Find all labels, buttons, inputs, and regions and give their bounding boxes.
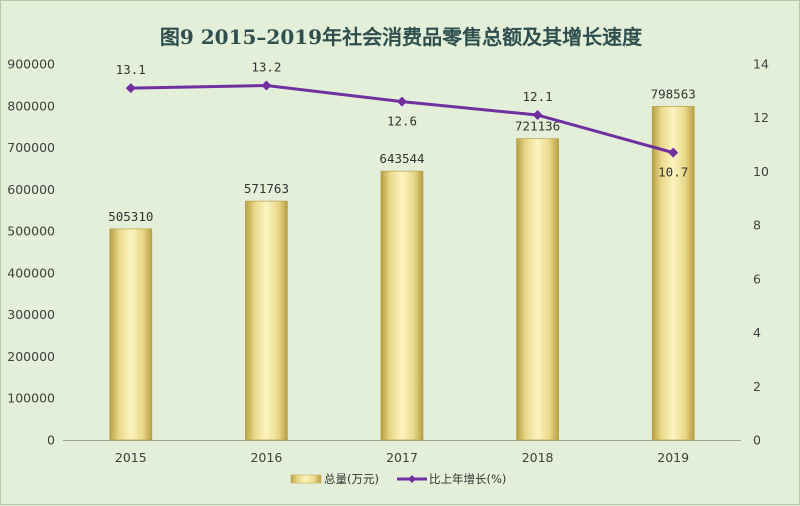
growth-marker xyxy=(125,83,136,94)
bar xyxy=(109,228,153,441)
x-tick-label: 2018 xyxy=(522,450,554,465)
line-series xyxy=(125,80,679,158)
right-tick-label: 4 xyxy=(753,325,761,340)
bar xyxy=(516,138,559,441)
left-tick-label: 200000 xyxy=(7,349,55,364)
left-axis: 0 100000 200000 300000 400000 500000 600000 700… xyxy=(7,57,55,448)
legend-line-marker xyxy=(408,475,416,483)
left-tick-label: 100000 xyxy=(7,391,55,406)
x-tick-label: 2015 xyxy=(115,450,147,465)
right-tick-label: 14 xyxy=(753,57,769,72)
bar-value-label: 643544 xyxy=(379,151,424,166)
left-tick-label: 0 xyxy=(47,433,55,448)
growth-marker xyxy=(397,96,407,107)
bar-value-label: 721136 xyxy=(515,119,560,134)
left-tick-label: 900000 xyxy=(7,57,55,72)
growth-value-label: 12.1 xyxy=(523,89,553,104)
bar-labels: 505310 571763 643544 721136 798563 xyxy=(108,86,696,224)
legend-bar-swatch xyxy=(290,474,322,484)
x-tick-label: 2016 xyxy=(250,450,282,465)
growth-marker xyxy=(532,110,543,121)
legend-line-label: 比上年增长(%) xyxy=(429,472,506,486)
left-tick-label: 800000 xyxy=(7,98,55,113)
bar-value-label: 571763 xyxy=(244,181,289,196)
bar xyxy=(245,200,288,441)
right-tick-label: 2 xyxy=(753,379,761,394)
bar-value-label: 798563 xyxy=(651,86,696,101)
growth-marker xyxy=(261,80,272,91)
bar-series xyxy=(109,106,695,441)
left-tick-label: 400000 xyxy=(7,265,55,280)
legend: 总量(万元) 比上年增长(%) xyxy=(290,472,506,486)
growth-value-label: 12.6 xyxy=(387,114,417,129)
left-tick-label: 300000 xyxy=(7,307,55,322)
right-tick-label: 12 xyxy=(753,110,769,125)
growth-value-label: 10.7 xyxy=(658,165,688,180)
right-tick-label: 0 xyxy=(753,433,761,448)
left-tick-label: 700000 xyxy=(7,140,55,155)
chart-title: 图9 2015–2019年社会消费品零售总额及其增长速度 xyxy=(159,25,643,49)
left-tick-label: 600000 xyxy=(7,182,55,197)
growth-marker xyxy=(668,147,679,158)
bar xyxy=(380,170,424,441)
legend-bar-label: 总量(万元) xyxy=(324,472,379,486)
x-tick-label: 2019 xyxy=(657,450,689,465)
x-axis: 2015 2016 2017 2018 2019 xyxy=(63,440,741,465)
right-tick-label: 10 xyxy=(753,164,769,179)
right-tick-label: 6 xyxy=(753,271,761,286)
line-labels: 13.1 13.2 12.6 12.1 10.7 xyxy=(116,59,689,179)
right-axis: 0 2 4 6 8 10 12 14 xyxy=(753,57,769,448)
right-tick-label: 8 xyxy=(753,218,761,233)
left-tick-label: 500000 xyxy=(7,224,55,239)
growth-value-label: 13.2 xyxy=(251,59,281,74)
bar-value-label: 505310 xyxy=(108,209,153,224)
growth-value-label: 13.1 xyxy=(116,62,146,77)
x-tick-label: 2017 xyxy=(386,450,418,465)
bar xyxy=(651,106,695,441)
